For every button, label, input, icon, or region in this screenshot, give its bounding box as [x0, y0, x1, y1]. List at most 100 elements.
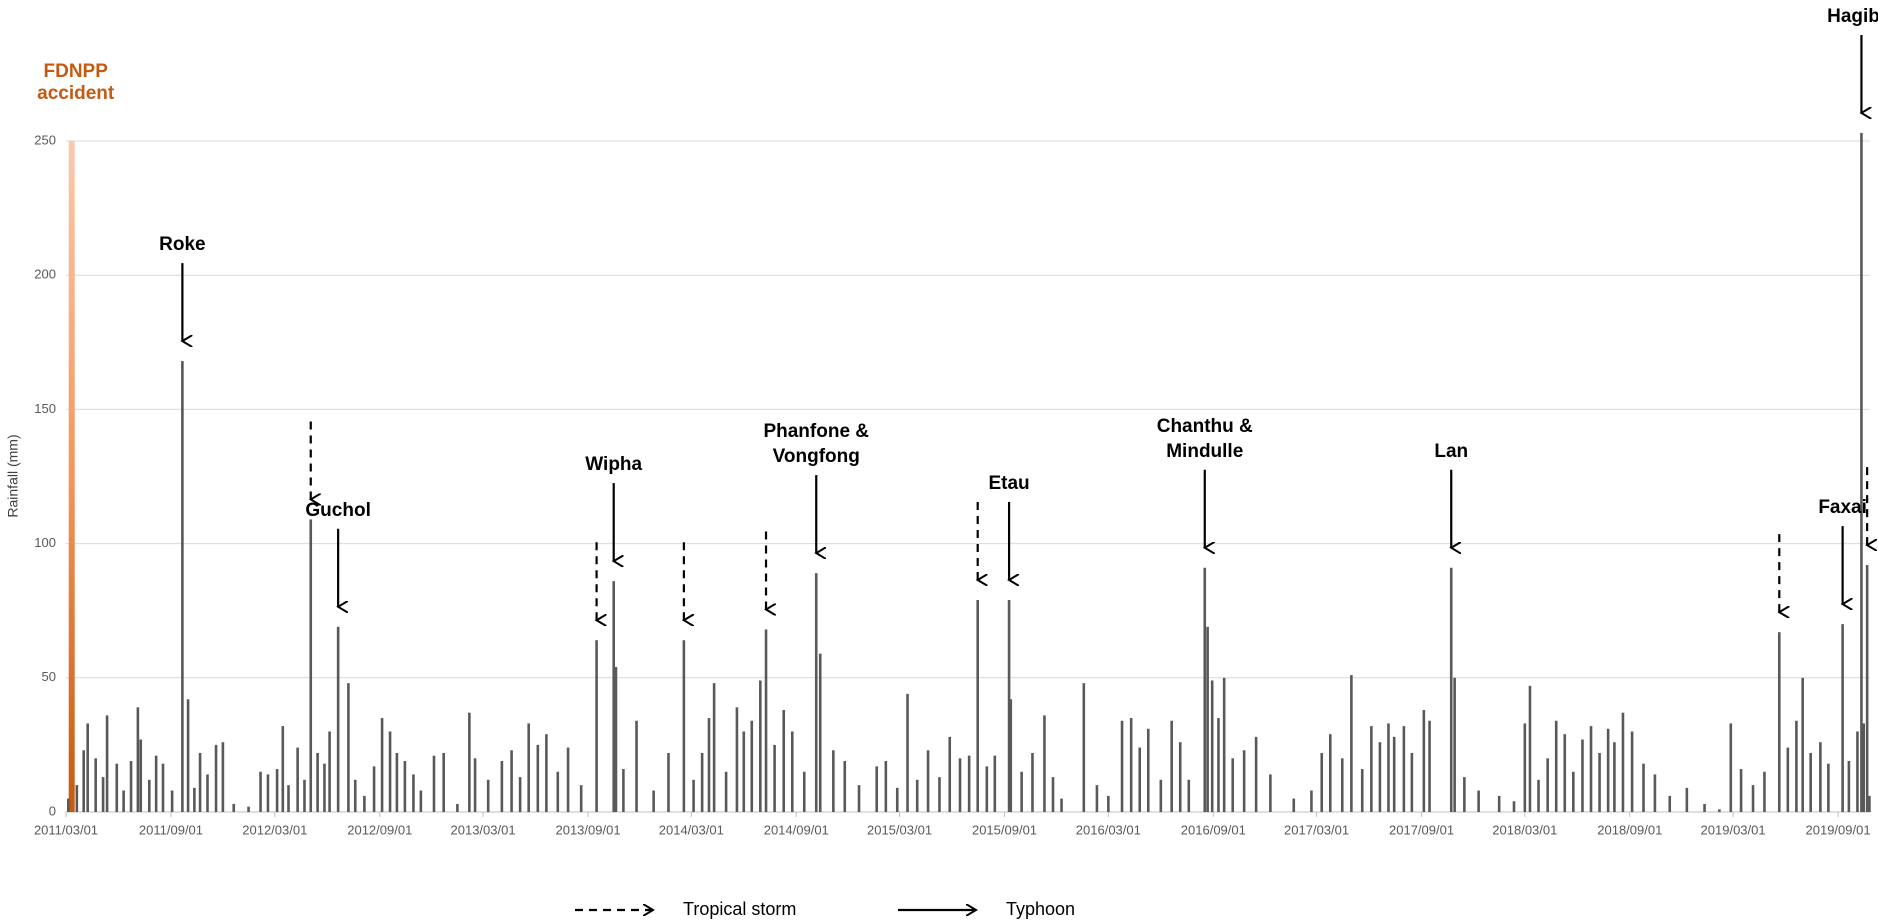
- bar: [724, 771, 728, 812]
- bar: [1203, 567, 1207, 812]
- bar: [667, 752, 670, 812]
- x-tick-label: 2015/09/01: [972, 822, 1037, 837]
- bar: [1159, 779, 1163, 812]
- bar: [372, 766, 376, 812]
- bar: [1739, 769, 1743, 812]
- bar: [347, 683, 350, 812]
- annotation-label: Chanthu &: [1157, 416, 1253, 437]
- bar: [818, 653, 822, 812]
- x-tick-label: 2018/03/01: [1492, 822, 1557, 837]
- bar: [1786, 747, 1790, 812]
- bar: [1809, 752, 1812, 812]
- bar: [1217, 718, 1220, 812]
- bar: [75, 785, 79, 812]
- bar: [735, 707, 739, 812]
- bar: [1043, 715, 1046, 812]
- annotation-label: Phanfone &: [763, 421, 869, 442]
- bar: [122, 790, 125, 812]
- bar: [1642, 763, 1645, 812]
- bar: [232, 803, 236, 812]
- bar: [1523, 723, 1527, 812]
- bar: [895, 787, 899, 812]
- bar: [1537, 779, 1540, 812]
- bar: [545, 734, 548, 812]
- bar: [1292, 798, 1296, 812]
- bar: [1310, 790, 1313, 812]
- bar: [154, 755, 158, 812]
- bar: [536, 744, 540, 812]
- bar: [566, 747, 570, 812]
- bar: [884, 761, 888, 812]
- x-tick-label: 2014/03/01: [659, 822, 724, 837]
- y-tick-label: 50: [42, 669, 56, 684]
- bar: [129, 761, 133, 812]
- bar: [1254, 736, 1258, 812]
- bar: [1320, 752, 1324, 812]
- bar: [1477, 790, 1480, 812]
- y-tick-label: 150: [34, 401, 56, 416]
- annotation-label: Wipha: [585, 454, 642, 475]
- x-tick-label: 2019/09/01: [1806, 822, 1871, 837]
- bar: [614, 667, 618, 812]
- bar: [105, 715, 109, 812]
- x-tick-label: 2011/09/01: [139, 822, 203, 837]
- bar: [1512, 801, 1516, 812]
- bar: [556, 771, 560, 812]
- bar: [266, 774, 270, 812]
- bar: [1613, 742, 1616, 812]
- bar: [1856, 731, 1859, 812]
- bar: [395, 752, 399, 812]
- y-tick-label: 250: [34, 132, 56, 147]
- bar: [181, 361, 184, 812]
- y-tick-label: 200: [34, 267, 56, 282]
- bar: [1206, 626, 1209, 812]
- bar: [1007, 599, 1011, 812]
- bar: [1170, 720, 1173, 812]
- bar: [712, 683, 716, 812]
- bar: [206, 774, 209, 812]
- bar: [1860, 132, 1863, 812]
- bar: [147, 779, 151, 812]
- x-tick-label: 2017/03/01: [1284, 822, 1349, 837]
- bar: [101, 777, 105, 812]
- bar: [86, 723, 89, 812]
- bar: [296, 747, 299, 812]
- bar: [473, 758, 477, 812]
- bar: [579, 785, 583, 812]
- bar: [198, 752, 202, 812]
- bar: [1370, 726, 1373, 812]
- bar: [622, 769, 625, 812]
- bar: [403, 761, 407, 812]
- bar: [1360, 769, 1364, 812]
- bar: [1231, 758, 1235, 812]
- bar: [1795, 720, 1798, 812]
- bar: [926, 750, 930, 812]
- bar: [1572, 771, 1575, 812]
- bar: [456, 803, 459, 812]
- bar: [1862, 723, 1866, 812]
- bar: [1865, 565, 1869, 812]
- bar: [875, 766, 879, 812]
- bar: [782, 710, 786, 812]
- bar: [1606, 728, 1610, 812]
- x-tick-label: 2019/03/01: [1701, 822, 1766, 837]
- bar: [1328, 734, 1332, 812]
- bar: [1222, 677, 1226, 812]
- bar: [1422, 710, 1426, 812]
- bar: [1146, 728, 1150, 812]
- bar: [1621, 712, 1625, 812]
- event-label: accident: [37, 83, 115, 104]
- bar: [1718, 809, 1721, 812]
- bar: [1497, 795, 1501, 812]
- bar: [115, 763, 119, 812]
- bar: [595, 640, 598, 812]
- bar: [82, 750, 85, 812]
- annotation-label: Mindulle: [1166, 441, 1243, 462]
- bar: [1269, 774, 1272, 812]
- bar: [773, 744, 776, 812]
- bar: [1589, 726, 1593, 812]
- bar: [1428, 720, 1431, 812]
- bar: [948, 736, 952, 812]
- bar: [1685, 787, 1689, 812]
- bar: [1630, 731, 1634, 812]
